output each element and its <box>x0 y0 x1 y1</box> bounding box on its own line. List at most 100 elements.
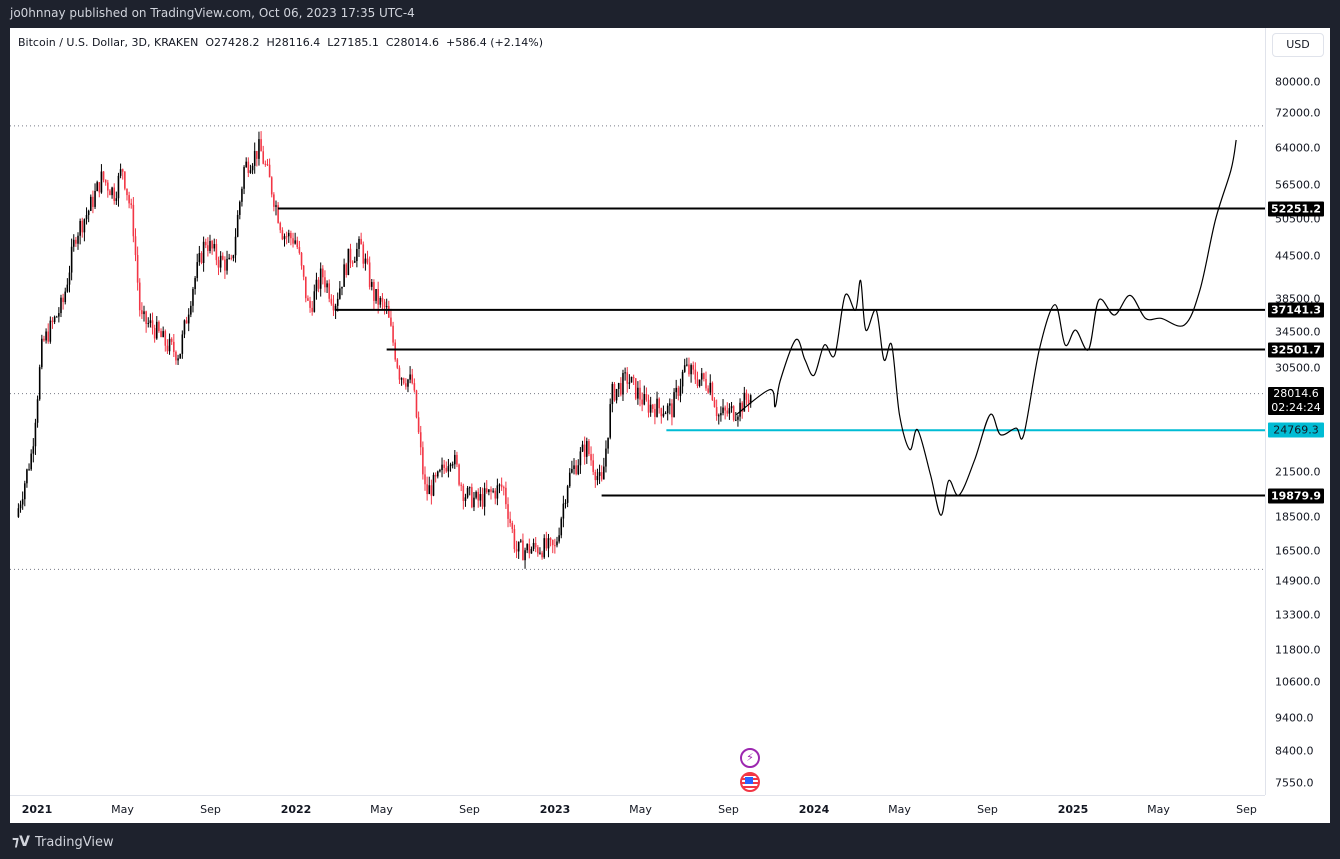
candle-body <box>228 257 230 259</box>
candle-body <box>466 487 469 498</box>
symbol-name[interactable]: Bitcoin / U.S. Dollar, 3D, KRAKEN <box>18 36 199 49</box>
candle-body <box>170 338 173 342</box>
candle-body <box>75 239 77 244</box>
chart-frame[interactable]: Bitcoin / U.S. Dollar, 3D, KRAKEN O27428… <box>10 28 1330 823</box>
candle-body <box>230 257 233 259</box>
candle-body <box>720 413 722 416</box>
candle-body <box>617 383 620 389</box>
price-tick: 80000.0 <box>1275 75 1321 89</box>
candle-body <box>396 359 399 368</box>
candle-body <box>217 260 220 268</box>
time-axis[interactable]: 2021 May Sep 2022 May Sep 2023 May Sep 2024 May Sep… <box>10 795 1265 824</box>
time-tick: Sep <box>718 803 739 816</box>
candle-body <box>698 379 701 387</box>
candle-body <box>309 300 311 308</box>
price-axis[interactable]: USD 80000.0 72000.0 64000.0 56500.0 50500.0 4… <box>1265 28 1331 795</box>
price-tick: 16500.0 <box>1275 544 1321 558</box>
candle-body <box>187 314 190 324</box>
price-tick: 13300.0 <box>1275 608 1321 622</box>
candle-body <box>236 214 239 237</box>
candle-body <box>136 255 139 283</box>
candle-body <box>62 297 64 303</box>
time-tick: 2025 <box>1057 803 1089 816</box>
candle-body <box>441 464 443 471</box>
us-flag-icon[interactable] <box>740 772 760 792</box>
candle-body <box>304 276 307 299</box>
candle-body <box>517 541 520 552</box>
candle-body <box>211 241 213 249</box>
candle-body <box>541 552 543 558</box>
candle-body <box>234 236 237 256</box>
candle-body <box>709 382 712 393</box>
price-tick: 64000.0 <box>1275 141 1321 155</box>
ohlc-change: +586.4 (+2.14%) <box>446 36 543 49</box>
candle-body <box>60 297 62 314</box>
candle-body <box>558 535 560 542</box>
candle-body <box>287 232 290 237</box>
candle-body <box>690 365 692 375</box>
candle-body <box>677 387 680 396</box>
candle-body <box>47 331 50 342</box>
candle-body <box>36 399 39 423</box>
candle-body <box>641 399 643 405</box>
candle-body <box>528 544 531 554</box>
lightning-icon[interactable]: ⚡ <box>740 748 760 768</box>
candle-body <box>145 311 147 324</box>
candle-body <box>447 466 450 472</box>
time-tick: May <box>888 803 911 816</box>
candle-body <box>113 187 116 201</box>
candle-body <box>102 171 105 180</box>
candle-body <box>732 406 735 420</box>
current-price: 28014.6 <box>1273 386 1319 400</box>
candle-body <box>422 447 424 475</box>
candle-body <box>628 382 631 384</box>
candle-body <box>302 265 305 277</box>
candle-body <box>411 374 414 384</box>
candle-body <box>160 331 162 338</box>
candle-body <box>673 392 675 418</box>
candle-body <box>273 194 275 207</box>
candle-body <box>696 379 699 387</box>
chart-canvas[interactable] <box>10 28 1265 795</box>
candle-body <box>89 196 92 211</box>
candle-body <box>532 542 535 550</box>
candle-body <box>179 353 181 359</box>
candle-body <box>549 538 552 540</box>
candle-body <box>407 379 409 387</box>
candle-body <box>658 398 660 409</box>
candle-body <box>485 488 488 493</box>
currency-button[interactable]: USD <box>1272 33 1324 57</box>
candle-body <box>138 282 141 311</box>
candle-body <box>492 490 494 492</box>
candle-body <box>681 371 684 387</box>
price-tick: 9400.0 <box>1275 711 1314 725</box>
candle-body <box>134 236 137 256</box>
candle-body <box>85 215 88 220</box>
candle-body <box>81 220 84 233</box>
candle-body <box>373 282 375 301</box>
candle-body <box>339 288 341 299</box>
candle-body <box>749 395 752 404</box>
candle-body <box>632 376 635 379</box>
candle-body <box>111 187 113 196</box>
time-tick: Sep <box>459 803 480 816</box>
level-price-label: 37141.3 <box>1268 302 1324 318</box>
candle-body <box>356 248 358 262</box>
price-tick: 21500.0 <box>1275 465 1321 479</box>
candle-body <box>126 188 128 196</box>
candle-body <box>347 248 350 275</box>
candle-body <box>394 342 397 360</box>
candle-body <box>400 378 403 380</box>
candle-body <box>377 289 379 305</box>
candle-body <box>398 367 401 380</box>
candle-body <box>362 244 365 264</box>
candle-body <box>300 252 303 266</box>
candle-body <box>741 402 743 412</box>
candle-body <box>153 328 156 339</box>
candle-body <box>34 422 37 447</box>
candle-body <box>38 367 41 400</box>
ohlc-close: C28014.6 <box>385 36 440 49</box>
candle-body <box>64 291 67 303</box>
candle-body <box>70 246 73 273</box>
candle-body <box>649 404 652 413</box>
